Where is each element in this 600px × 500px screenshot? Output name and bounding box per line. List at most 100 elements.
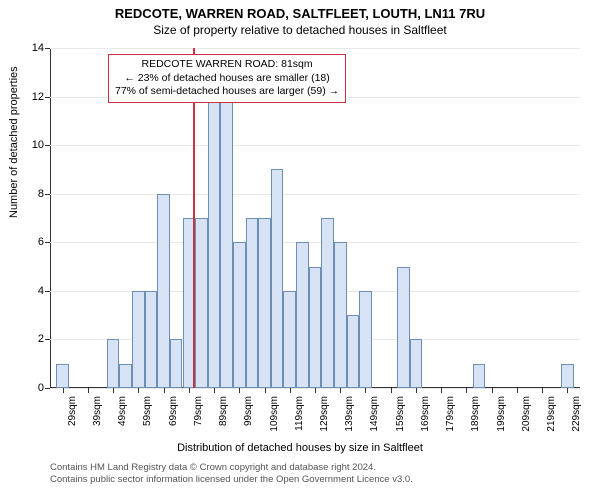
histogram-bar: [233, 242, 246, 388]
x-tick-mark: [340, 388, 341, 393]
info-box: REDCOTE WARREN ROAD: 81sqm ← 23% of deta…: [108, 54, 346, 103]
x-tick-mark: [542, 388, 543, 393]
x-tick-mark: [517, 388, 518, 393]
x-tick-mark: [315, 388, 316, 393]
histogram-bar: [321, 218, 334, 388]
histogram-bar: [309, 267, 322, 388]
histogram-bar: [56, 364, 69, 388]
histogram-bar: [132, 291, 145, 388]
x-tick-mark: [265, 388, 266, 393]
y-tick-label: 0: [20, 382, 44, 394]
x-tick-label: 109sqm: [269, 396, 280, 432]
x-tick-label: 29sqm: [67, 396, 78, 426]
y-tick-label: 6: [20, 236, 44, 248]
x-tick-label: 209sqm: [521, 396, 532, 432]
x-tick-mark: [391, 388, 392, 393]
histogram-bar: [170, 339, 183, 388]
x-tick-mark: [214, 388, 215, 393]
chart-area: 0246810121429sqm39sqm49sqm59sqm69sqm79sq…: [50, 48, 580, 388]
x-tick-mark: [290, 388, 291, 393]
x-tick-label: 59sqm: [142, 396, 153, 426]
histogram-bar: [397, 267, 410, 388]
x-tick-label: 49sqm: [117, 396, 128, 426]
x-tick-label: 189sqm: [470, 396, 481, 432]
x-tick-mark: [138, 388, 139, 393]
y-tick-label: 12: [20, 91, 44, 103]
x-tick-label: 219sqm: [546, 396, 557, 432]
footer-line2: Contains public sector information licen…: [50, 474, 413, 486]
chart-subtitle: Size of property relative to detached ho…: [0, 21, 600, 37]
info-line2: ← 23% of detached houses are smaller (18…: [115, 72, 339, 86]
histogram-bar: [296, 242, 309, 388]
info-line3: 77% of semi-detached houses are larger (…: [115, 85, 339, 99]
x-tick-label: 89sqm: [218, 396, 229, 426]
histogram-bar: [473, 364, 486, 388]
x-tick-mark: [239, 388, 240, 393]
x-tick-label: 149sqm: [369, 396, 380, 432]
y-tick-mark: [45, 194, 50, 195]
y-tick-label: 4: [20, 285, 44, 297]
x-tick-label: 229sqm: [571, 396, 582, 432]
histogram-bar: [283, 291, 296, 388]
y-axis: [50, 48, 51, 388]
x-tick-label: 199sqm: [496, 396, 507, 432]
x-tick-mark: [416, 388, 417, 393]
x-tick-mark: [365, 388, 366, 393]
x-tick-mark: [466, 388, 467, 393]
x-tick-mark: [492, 388, 493, 393]
histogram-bar: [220, 97, 233, 388]
x-tick-mark: [88, 388, 89, 393]
x-tick-label: 169sqm: [420, 396, 431, 432]
y-tick-mark: [45, 388, 50, 389]
info-line1: REDCOTE WARREN ROAD: 81sqm: [115, 58, 339, 72]
histogram-bar: [119, 364, 132, 388]
y-tick-label: 10: [20, 139, 44, 151]
histogram-bar: [145, 291, 158, 388]
x-tick-mark: [164, 388, 165, 393]
histogram-bar: [195, 218, 208, 388]
x-tick-mark: [189, 388, 190, 393]
histogram-bar: [271, 169, 284, 388]
y-tick-mark: [45, 291, 50, 292]
footer: Contains HM Land Registry data © Crown c…: [50, 462, 413, 487]
histogram-bar: [246, 218, 259, 388]
x-tick-label: 139sqm: [344, 396, 355, 432]
y-axis-label: Number of detached properties: [8, 66, 20, 218]
y-tick-mark: [45, 242, 50, 243]
x-axis-label: Distribution of detached houses by size …: [0, 442, 600, 454]
histogram-bar: [208, 97, 221, 388]
grid-line: [50, 242, 580, 243]
grid-line: [50, 48, 580, 49]
grid-line: [50, 145, 580, 146]
y-tick-mark: [45, 48, 50, 49]
histogram-bar: [107, 339, 120, 388]
x-tick-label: 129sqm: [319, 396, 330, 432]
y-tick-mark: [45, 145, 50, 146]
x-tick-label: 179sqm: [445, 396, 456, 432]
x-tick-label: 159sqm: [395, 396, 406, 432]
histogram-bar: [258, 218, 271, 388]
x-tick-mark: [63, 388, 64, 393]
x-tick-mark: [113, 388, 114, 393]
y-tick-label: 2: [20, 333, 44, 345]
x-tick-label: 79sqm: [193, 396, 204, 426]
y-tick-mark: [45, 339, 50, 340]
histogram-bar: [157, 194, 170, 388]
y-tick-label: 14: [20, 42, 44, 54]
y-tick-mark: [45, 97, 50, 98]
histogram-bar: [347, 315, 360, 388]
footer-line1: Contains HM Land Registry data © Crown c…: [50, 462, 413, 474]
grid-line: [50, 194, 580, 195]
x-tick-mark: [567, 388, 568, 393]
x-tick-label: 99sqm: [243, 396, 254, 426]
x-tick-label: 69sqm: [168, 396, 179, 426]
histogram-bar: [359, 291, 372, 388]
x-tick-mark: [441, 388, 442, 393]
chart-title: REDCOTE, WARREN ROAD, SALTFLEET, LOUTH, …: [0, 0, 600, 21]
histogram-bar: [561, 364, 574, 388]
x-tick-label: 119sqm: [294, 396, 305, 431]
x-tick-label: 39sqm: [92, 396, 103, 426]
histogram-bar: [334, 242, 347, 388]
histogram-bar: [410, 339, 423, 388]
y-tick-label: 8: [20, 188, 44, 200]
